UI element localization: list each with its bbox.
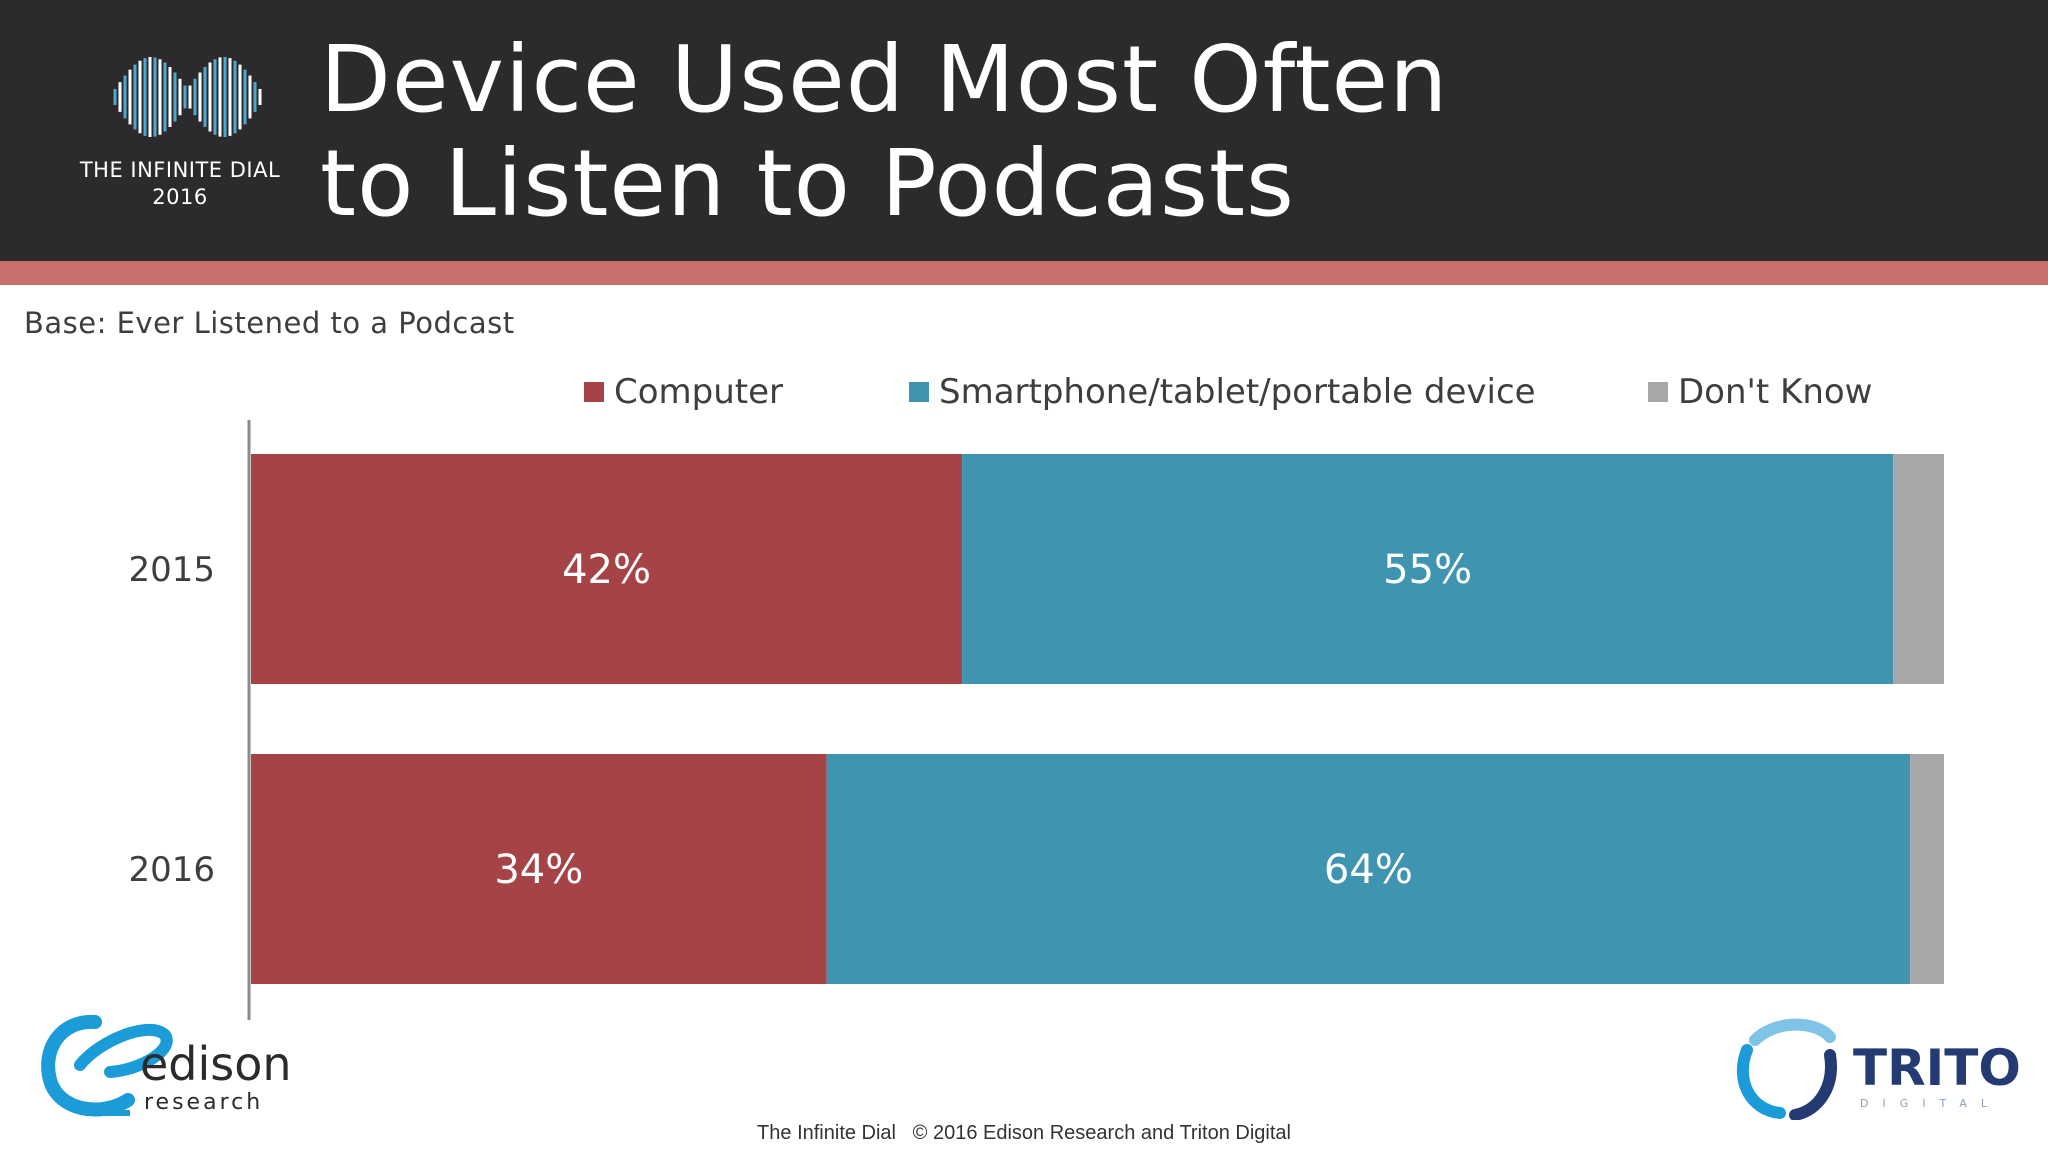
brand-text: THE INFINITE DIAL 2016 (60, 157, 300, 211)
infinite-dial-logo (113, 57, 262, 137)
data-label-2015-series-0: 42% (562, 547, 651, 593)
bar-2016-series-1 (826, 754, 1911, 984)
triton-logo-name: TRITON (1853, 1039, 2025, 1097)
data-label-2016-series-0: 34% (494, 847, 583, 893)
legend-label-computer: Computer (614, 372, 784, 412)
triton-digital-logo: TRITON DIGITAL (1736, 1018, 2025, 1120)
title-line-2: to Listen to Podcasts (320, 130, 1295, 237)
edison-logo-sub: research (144, 1090, 263, 1115)
legend-swatch-smartphone (909, 382, 929, 402)
edison-swoosh-icon (41, 1014, 135, 1117)
brand-line-2: 2016 (152, 185, 208, 209)
bar-2016-series-2 (1910, 754, 1944, 984)
triton-arc-right-icon (1789, 1049, 1837, 1120)
legend-swatch-dont-know (1648, 382, 1668, 402)
triton-arc-top-icon (1749, 1018, 1836, 1046)
category-label-2015: 2015 (128, 550, 215, 590)
footer-copyright: The Infinite Dial © 2016 Edison Research… (757, 1122, 1291, 1144)
title-line-1: Device Used Most Often (320, 26, 1449, 133)
legend-label-dont-know: Don't Know (1678, 372, 1873, 412)
edison-research-logo: edison research (41, 1014, 292, 1117)
bar-2015-series-2 (1893, 454, 1944, 684)
edison-logo-name: edison (140, 1037, 292, 1091)
edison-bulb-base-icon (100, 1110, 130, 1116)
bar-2015-series-1 (962, 454, 1894, 684)
legend-label-smartphone: Smartphone/tablet/portable device (939, 372, 1536, 412)
data-label-2015-series-1: 55% (1383, 547, 1472, 593)
triton-arc-left-icon (1736, 1044, 1786, 1119)
data-label-2016-series-1: 64% (1324, 847, 1413, 893)
legend-item-smartphone: Smartphone/tablet/portable device (909, 372, 1536, 412)
header-stripe (0, 261, 2048, 285)
triton-logo-sub: DIGITAL (1860, 1097, 2001, 1110)
category-label-2016: 2016 (128, 850, 215, 890)
brand-line-1: THE INFINITE DIAL (79, 158, 281, 182)
edison-swirl-icon (74, 1023, 173, 1078)
chart-legend: Computer Smartphone/tablet/portable devi… (0, 372, 2048, 422)
base-note: Base: Ever Listened to a Podcast (24, 306, 515, 340)
bar-2015-series-0 (251, 454, 963, 684)
legend-item-computer: Computer (584, 372, 783, 412)
bar-2016-series-0 (251, 754, 827, 984)
page-title: Device Used Most Often to Listen to Podc… (320, 28, 2020, 236)
legend-swatch-computer (584, 382, 604, 402)
header-bar (0, 0, 2048, 261)
legend-item-dont-know: Don't Know (1648, 372, 1872, 412)
